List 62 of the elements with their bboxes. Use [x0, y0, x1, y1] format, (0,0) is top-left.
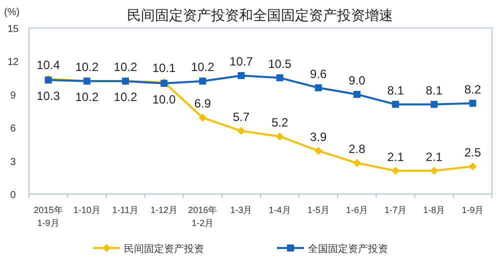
data-label: 3.9: [310, 130, 328, 144]
point: [237, 126, 246, 135]
x-tick-label: 1-11月: [112, 205, 139, 215]
point: [392, 166, 400, 175]
y-tick-label: 3: [10, 156, 16, 168]
x-tick-label: 1-4月: [268, 205, 291, 215]
x-tick-label: 1-8月: [423, 205, 446, 215]
data-label: 2.1: [426, 150, 443, 164]
x-tick-label: 1-10月: [73, 205, 100, 215]
data-label: 9.0: [348, 73, 366, 88]
chart-title: 民间固定资产投资和全国固定资产投资增速: [127, 7, 393, 23]
point: [276, 74, 284, 82]
x-tick-label: 1-6月: [346, 205, 368, 215]
y-tick-label: 0: [10, 190, 16, 201]
y-tick-label: 9: [10, 90, 16, 102]
legend-label: 民间固定资产投资: [124, 243, 204, 255]
data-label: 10.2: [75, 90, 99, 104]
point: [198, 114, 207, 122]
data-label: 10.0: [152, 92, 176, 106]
data-label: 10.4: [36, 58, 60, 72]
data-label: 8.1: [387, 83, 404, 98]
point: [276, 132, 284, 140]
data-label: 10.1: [152, 61, 176, 76]
data-label: 10.3: [36, 89, 60, 104]
data-label: 2.1: [387, 150, 404, 164]
point: [430, 100, 438, 108]
point: [430, 166, 438, 175]
data-label: 10.2: [190, 60, 215, 74]
x-tick-label: 1-12月: [150, 205, 178, 215]
data-label: 10.2: [75, 60, 99, 74]
data-label: 9.6: [310, 66, 328, 81]
y-tick-label: 6: [10, 124, 16, 135]
data-label: 10.2: [114, 60, 138, 74]
point: [314, 84, 322, 92]
data-label: 5.2: [271, 115, 288, 130]
x-tick-label: 2015年 1-9月: [34, 205, 63, 228]
point: [353, 90, 360, 98]
x-tick-label: 1-7月: [384, 205, 407, 215]
y-tick-label: 12: [7, 57, 19, 68]
point: [238, 72, 245, 80]
y-tick-label: 15: [7, 24, 19, 35]
x-tick-label: 1-5月: [307, 205, 330, 215]
data-label: 8.1: [426, 83, 443, 98]
data-label: 10.7: [230, 54, 254, 69]
legend-label: 全国固定资产投资: [308, 243, 388, 255]
data-label: 5.7: [232, 110, 250, 124]
point: [199, 78, 206, 85]
data-label: 10.2: [114, 90, 138, 104]
x-tick-label: 1-3月: [230, 205, 252, 215]
x-tick-label: 1-9月: [462, 205, 484, 215]
point: [314, 146, 322, 155]
data-label: 2.8: [348, 142, 366, 156]
point: [468, 162, 477, 170]
point: [392, 100, 400, 108]
point: [352, 159, 361, 168]
point: [469, 100, 476, 107]
data-label: 6.9: [194, 96, 212, 111]
data-label: 2.5: [464, 145, 482, 160]
x-tick-label: 2016年 1-2月: [188, 205, 218, 228]
data-label: 10.5: [268, 56, 292, 71]
data-label: 8.2: [464, 82, 482, 96]
y-axis-title: (%): [4, 7, 20, 18]
